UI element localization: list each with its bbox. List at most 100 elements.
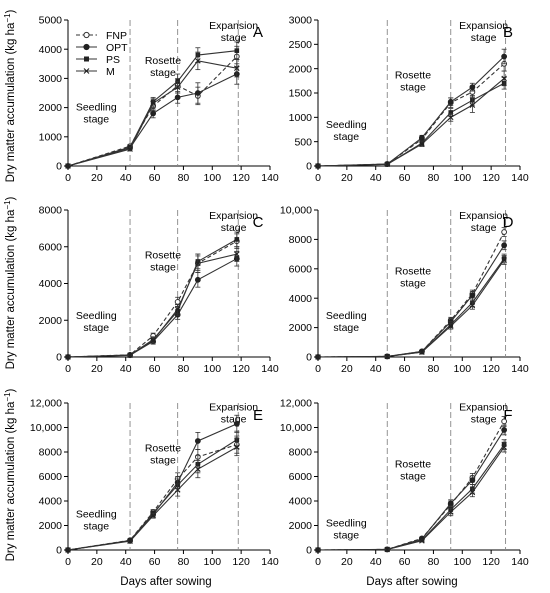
x-axis-title-right: Days after sowing xyxy=(366,576,457,588)
data-point-m xyxy=(150,100,156,107)
data-point-m xyxy=(150,512,156,519)
data-point-m xyxy=(65,354,71,360)
data-point-opt xyxy=(469,477,476,484)
legend-marker-fnp xyxy=(83,31,90,39)
stage-label: Seedling xyxy=(76,509,117,521)
y-tick-label: 1000 xyxy=(39,131,63,143)
data-point-opt xyxy=(194,438,201,444)
data-point-m xyxy=(127,146,133,152)
panel-b: 0 20 40 60 80 100 120 140 0 500 1000 1500 2000 2500 30… xyxy=(289,15,529,184)
stage-label: stage xyxy=(333,322,359,334)
data-point-m xyxy=(447,114,454,121)
y-tick-label: 2000 xyxy=(289,63,313,75)
series-line-m xyxy=(317,259,505,358)
x-tick-label: 20 xyxy=(91,363,103,375)
stage-label: Rosette xyxy=(395,459,431,471)
series-line-m xyxy=(67,60,237,167)
stage-label: stage xyxy=(400,471,426,483)
stage-label: Rosette xyxy=(145,55,181,67)
data-point-m xyxy=(501,75,507,82)
stage-label: stage xyxy=(471,32,497,44)
data-point-opt xyxy=(194,90,201,96)
y-tick-label: 6000 xyxy=(39,241,63,253)
x-tick-label: 120 xyxy=(482,556,500,568)
x-tick-label: 20 xyxy=(341,363,353,375)
data-point-fnp xyxy=(174,298,181,305)
y-tick-label: 1500 xyxy=(289,88,313,100)
x-tick-label: 100 xyxy=(454,172,472,184)
x-tick-label: 120 xyxy=(232,363,250,375)
data-point-fnp xyxy=(501,229,508,235)
y-tick-label: 10,000 xyxy=(280,422,312,434)
data-point-m xyxy=(384,546,391,553)
series-line-fnp xyxy=(67,240,238,358)
stage-label: stage xyxy=(83,322,109,334)
y-tick-label: 0 xyxy=(56,545,62,557)
legend-marker-m xyxy=(83,68,90,74)
data-point-m xyxy=(174,306,181,313)
x-tick-label: 40 xyxy=(120,363,132,375)
y-tick-label: 6000 xyxy=(39,471,63,483)
x-tick-label: 120 xyxy=(482,172,500,184)
x-tick-label: 20 xyxy=(341,556,353,568)
y-tick-label: 8000 xyxy=(39,447,63,459)
x-tick-label: 0 xyxy=(65,363,71,375)
series-line-m xyxy=(67,253,237,358)
stage-label: stage xyxy=(471,222,497,234)
data-point-m xyxy=(315,354,321,360)
data-point-m xyxy=(447,323,454,329)
x-tick-label: 140 xyxy=(511,363,529,375)
series-line-fnp xyxy=(317,63,505,167)
data-point-m xyxy=(234,251,240,257)
series-line-m xyxy=(317,77,505,167)
series-line-ps xyxy=(67,50,237,167)
stage-label: Rosette xyxy=(395,266,431,278)
x-tick-label: 140 xyxy=(261,556,279,568)
y-tick-label: 3000 xyxy=(39,73,63,85)
stage-label: stage xyxy=(150,455,176,467)
stage-label: Rosette xyxy=(395,69,431,81)
data-point-opt xyxy=(469,84,476,91)
series-line-ps xyxy=(67,439,238,551)
stage-label: Rosette xyxy=(145,443,181,455)
x-tick-label: 120 xyxy=(482,363,500,375)
x-tick-label: 80 xyxy=(428,363,440,375)
stage-label: Rosette xyxy=(145,250,181,262)
legend-label-opt: OPT xyxy=(106,42,128,54)
x-tick-label: 20 xyxy=(91,172,103,184)
y-tick-label: 1000 xyxy=(289,112,313,124)
data-point-m xyxy=(501,257,507,263)
stage-label: Expansion xyxy=(209,210,258,222)
panel-label: E xyxy=(253,407,263,424)
stage-label: Seedling xyxy=(76,310,117,322)
data-point-opt xyxy=(501,242,508,249)
panel-f: 0 20 40 60 80 100 120 140 0 2000 4000 6000 8000 10,00… xyxy=(280,398,529,568)
x-tick-label: 100 xyxy=(204,363,222,375)
series-m xyxy=(65,246,240,360)
x-tick-label: 80 xyxy=(178,172,190,184)
panel-label: C xyxy=(253,214,264,231)
stage-label: stage xyxy=(333,131,359,143)
data-point-m xyxy=(150,337,156,344)
data-point-opt xyxy=(194,276,201,283)
data-point-opt xyxy=(501,53,508,60)
y-tick-label: 2000 xyxy=(289,322,313,334)
y-tick-label: 8000 xyxy=(39,205,63,217)
x-tick-label: 60 xyxy=(399,172,411,184)
x-tick-label: 140 xyxy=(511,172,529,184)
y-tick-label: 10,000 xyxy=(280,205,312,217)
data-point-ps xyxy=(234,237,240,242)
panel-label: B xyxy=(503,24,513,41)
y-tick-label: 0 xyxy=(306,161,312,173)
panel-e: 0 20 40 60 80 100 120 140 0 2000 4000 6000 8000 10,00… xyxy=(30,398,279,568)
data-point-m xyxy=(195,58,201,64)
data-point-m xyxy=(234,65,240,71)
data-point-m xyxy=(419,141,425,147)
data-point-m xyxy=(127,538,133,544)
data-point-m xyxy=(384,353,391,360)
stage-label: stage xyxy=(400,81,426,93)
legend-entry-m: M xyxy=(76,66,115,78)
x-tick-label: 100 xyxy=(454,363,472,375)
x-tick-label: 40 xyxy=(370,172,382,184)
